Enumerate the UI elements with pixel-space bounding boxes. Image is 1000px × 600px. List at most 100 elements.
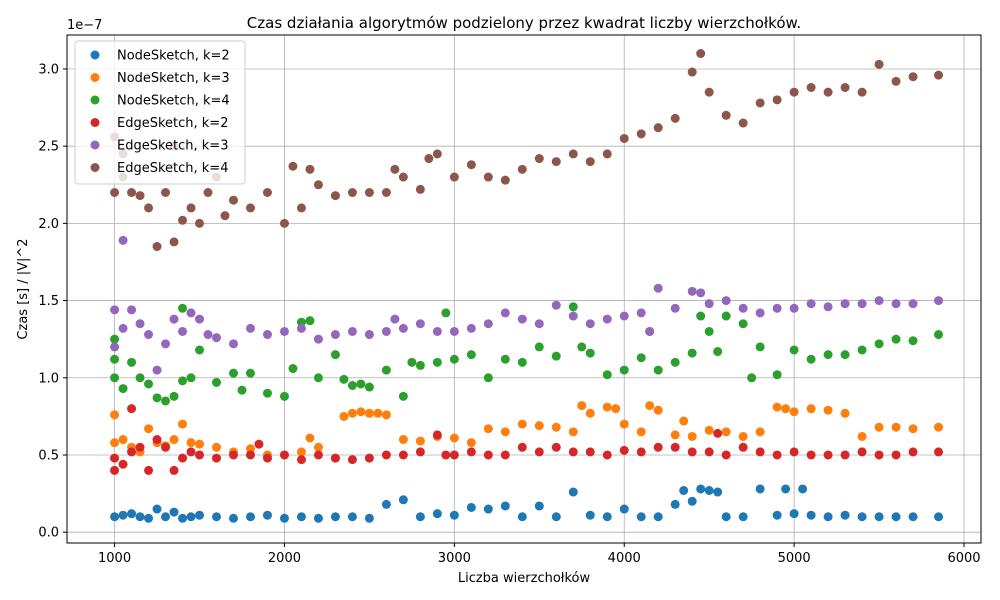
y-tick-label: 0.0	[38, 526, 59, 541]
data-point	[908, 336, 918, 346]
data-point	[755, 427, 765, 437]
data-point	[908, 447, 918, 457]
data-point	[857, 345, 867, 355]
data-point	[908, 512, 918, 522]
data-point	[110, 342, 120, 352]
data-point	[398, 495, 408, 505]
data-point	[772, 450, 782, 460]
data-point	[245, 444, 255, 454]
data-point	[653, 442, 663, 452]
data-point	[220, 211, 230, 221]
data-point	[330, 512, 340, 522]
data-point	[262, 453, 272, 463]
data-point	[305, 433, 315, 443]
data-point	[390, 314, 400, 324]
data-point	[806, 510, 816, 520]
data-point	[449, 510, 459, 520]
data-point	[645, 401, 655, 411]
data-point	[169, 391, 179, 401]
data-point	[823, 87, 833, 97]
data-point	[449, 450, 459, 460]
data-point	[551, 351, 561, 361]
data-point	[288, 364, 298, 374]
y-tick-label: 2.5	[38, 140, 59, 155]
series-3	[110, 404, 944, 475]
series-2	[110, 302, 944, 406]
data-point	[347, 455, 357, 465]
data-point	[704, 299, 714, 309]
data-point	[203, 330, 213, 340]
data-point	[398, 323, 408, 333]
data-point	[670, 303, 680, 313]
data-point	[118, 459, 128, 469]
data-point	[110, 453, 120, 463]
data-point	[755, 447, 765, 457]
data-point	[534, 421, 544, 431]
data-point	[432, 149, 442, 159]
data-point	[398, 172, 408, 182]
data-point	[636, 447, 646, 457]
data-point	[296, 317, 306, 327]
data-point	[228, 450, 238, 460]
data-point	[891, 422, 901, 432]
data-point	[178, 215, 188, 225]
data-point	[934, 70, 944, 80]
data-point	[517, 357, 527, 367]
data-point	[704, 87, 714, 97]
data-point	[577, 401, 587, 411]
data-point	[602, 450, 612, 460]
data-point	[398, 450, 408, 460]
data-point	[789, 345, 799, 355]
data-point	[356, 379, 366, 389]
data-point	[840, 408, 850, 418]
data-point	[517, 419, 527, 429]
data-point	[441, 450, 451, 460]
data-point	[415, 319, 425, 329]
data-point	[483, 450, 493, 460]
data-point	[568, 487, 578, 497]
data-point	[135, 319, 145, 329]
data-point	[891, 299, 901, 309]
data-point	[186, 512, 196, 522]
data-point	[110, 305, 120, 315]
data-point	[840, 82, 850, 92]
data-point	[398, 435, 408, 445]
data-point	[279, 326, 289, 336]
data-point	[466, 447, 476, 457]
data-point	[653, 512, 663, 522]
data-point	[144, 465, 154, 475]
data-point	[687, 496, 697, 506]
data-point	[390, 164, 400, 174]
data-point	[483, 319, 493, 329]
data-point	[245, 368, 255, 378]
y-tick-label: 3.0	[38, 62, 59, 77]
legend-label: EdgeSketch, k=3	[117, 139, 228, 154]
data-point	[891, 450, 901, 460]
data-point	[789, 87, 799, 97]
data-point	[288, 161, 298, 171]
data-point	[347, 187, 357, 197]
data-point	[245, 512, 255, 522]
data-point	[144, 513, 154, 523]
data-point	[152, 504, 162, 514]
data-point	[135, 442, 145, 452]
data-point	[806, 450, 816, 460]
data-point	[466, 502, 476, 512]
data-point	[704, 425, 714, 435]
data-point	[195, 439, 205, 449]
data-point	[305, 164, 315, 174]
data-point	[339, 374, 349, 384]
data-point	[152, 365, 162, 375]
data-point	[178, 513, 188, 523]
data-point	[585, 510, 595, 520]
y-tick-label: 0.5	[38, 448, 59, 463]
data-point	[449, 172, 459, 182]
data-point	[415, 360, 425, 370]
data-point	[364, 408, 374, 418]
data-point	[874, 339, 884, 349]
legend-marker	[90, 140, 100, 150]
data-point	[186, 438, 196, 448]
data-point	[424, 154, 434, 164]
x-tick-label: 4000	[608, 551, 641, 566]
data-point	[364, 330, 374, 340]
